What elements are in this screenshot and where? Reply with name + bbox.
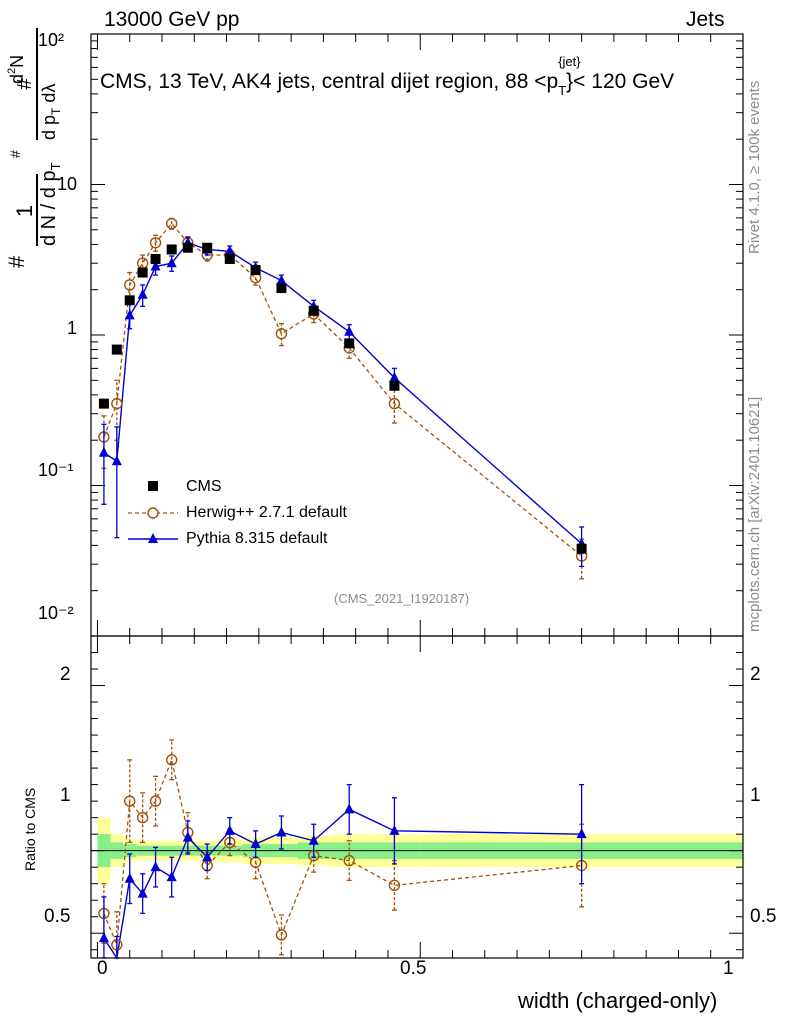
pythia-point (166, 257, 177, 268)
main-y-tick-label: 10 (57, 174, 78, 194)
title-subscript: T (558, 83, 567, 98)
cms-point (389, 380, 400, 391)
herwig-point (388, 397, 401, 410)
ratio-pythia-point (250, 838, 261, 849)
cms-point (224, 253, 235, 264)
herwig-point (111, 397, 123, 410)
pythia-point (124, 309, 135, 320)
analysis-id: (CMS_2021_I1920187) (334, 591, 470, 606)
pythia-point (224, 245, 235, 256)
mcplots-label: mcplots.cern.ch [arXiv:2401.10621] (746, 396, 763, 632)
cms-point (250, 265, 261, 276)
main-y-axis-label: # (4, 255, 29, 268)
header-left-label: 13000 GeV pp (104, 8, 240, 31)
ratio-pythia-point (276, 826, 287, 837)
ratio-herwig-point (343, 854, 355, 867)
ratio-pythia-point (166, 871, 177, 882)
cms-point (111, 344, 122, 355)
ratio-herwig-point (149, 795, 162, 807)
ratio-pythia-point (308, 834, 319, 845)
main-y-axis-d2n: d2N (6, 54, 27, 84)
cms-point (182, 242, 193, 253)
cms-point (98, 398, 109, 409)
herwig-line (103, 222, 583, 557)
ratio-herwig-point (136, 811, 149, 824)
pythia-line (103, 241, 583, 545)
main-y-tick-label: 10² (38, 30, 65, 50)
herwig-point (275, 328, 288, 340)
x-tick-label: 1 (723, 958, 734, 979)
pythia-point (137, 288, 148, 299)
cms-point (344, 338, 355, 349)
ratio-pythia-point (344, 803, 355, 814)
cms-point (166, 244, 177, 255)
cms-point (276, 283, 287, 294)
pythia-point (111, 455, 122, 466)
x-axis-label: width (charged-only) (518, 988, 718, 1013)
pythia-point (389, 371, 400, 382)
ratio-pythia-line (103, 808, 582, 960)
ratio-pythia-point (124, 872, 135, 883)
legend-marker-herwig (147, 507, 159, 519)
ratio-y-tick-label-right: 1 (750, 785, 761, 806)
ratio-herwig-point (388, 879, 401, 892)
ratio-y-tick-label: 1 (60, 785, 71, 806)
legend-label-pythia: Pythia 8.315 default (186, 530, 328, 547)
main-y-tick-label: 10⁻² (38, 603, 74, 623)
ratio-herwig-point (124, 795, 136, 807)
main-y-tick-label: 1 (67, 318, 78, 338)
ratio-pythia-point (150, 861, 161, 872)
main-y-axis-hash-top: # (7, 150, 23, 158)
ratio-pythia-point (182, 831, 193, 842)
main-y-tick-label: 10⁻¹ (38, 460, 74, 480)
ratio-frame (90, 635, 744, 959)
cms-point (124, 295, 135, 306)
legend-label-herwig: Herwig++ 2.7.1 default (186, 504, 347, 521)
cms-point (308, 305, 319, 316)
header-right-label: Jets (686, 8, 725, 31)
ratio-pythia-point (576, 828, 587, 839)
legend-marker-cms (148, 481, 158, 491)
ratio-y-tick-label: 0.5 (44, 906, 71, 927)
herwig-point (149, 237, 162, 249)
legend-marker-pythia (148, 533, 158, 543)
ratio-pythia-point (98, 932, 109, 943)
ratio-pythia-point (224, 824, 235, 835)
main-y-axis-fraction: 1 d N / d pT (12, 162, 63, 246)
x-tick-label: 0.5 (400, 958, 427, 979)
pythia-point (276, 274, 287, 285)
ratio-y-tick-label-right: 0.5 (750, 906, 777, 927)
plot-frames (90, 33, 744, 959)
ratio-herwig-point (275, 929, 288, 941)
x-tick-label: 0 (97, 958, 108, 979)
herwig-point (165, 217, 178, 230)
main-panel-content (98, 217, 588, 580)
ratio-pythia-point (389, 824, 400, 835)
plot-title: CMS, 13 TeV, AK4 jets, central dijet reg… (100, 54, 675, 98)
pythia-point (344, 325, 355, 336)
ratio-y-tick-label: 2 (60, 664, 71, 685)
title-superscript: {jet} (558, 54, 581, 69)
pythia-point (98, 446, 109, 457)
ratio-herwig-line (103, 757, 582, 946)
ratio-pythia-point (137, 887, 148, 898)
ratio-herwig-point (165, 754, 178, 766)
ratio-pythia-point (202, 851, 213, 862)
cms-point (202, 242, 213, 253)
ratio-y-axis-label: Ratio to CMS (22, 787, 38, 871)
herwig-point (124, 279, 136, 291)
rivet-version-label: Rivet 4.1.0, ≥ 100k events (746, 80, 763, 254)
ratio-y-tick-label-right: 2 (750, 664, 761, 685)
legend-label-cms: CMS (186, 478, 222, 495)
cms-point (137, 267, 148, 278)
ratio-panel-content (91, 739, 743, 960)
cms-point (576, 543, 587, 554)
cms-point (150, 253, 161, 264)
pythia-point (150, 260, 161, 271)
